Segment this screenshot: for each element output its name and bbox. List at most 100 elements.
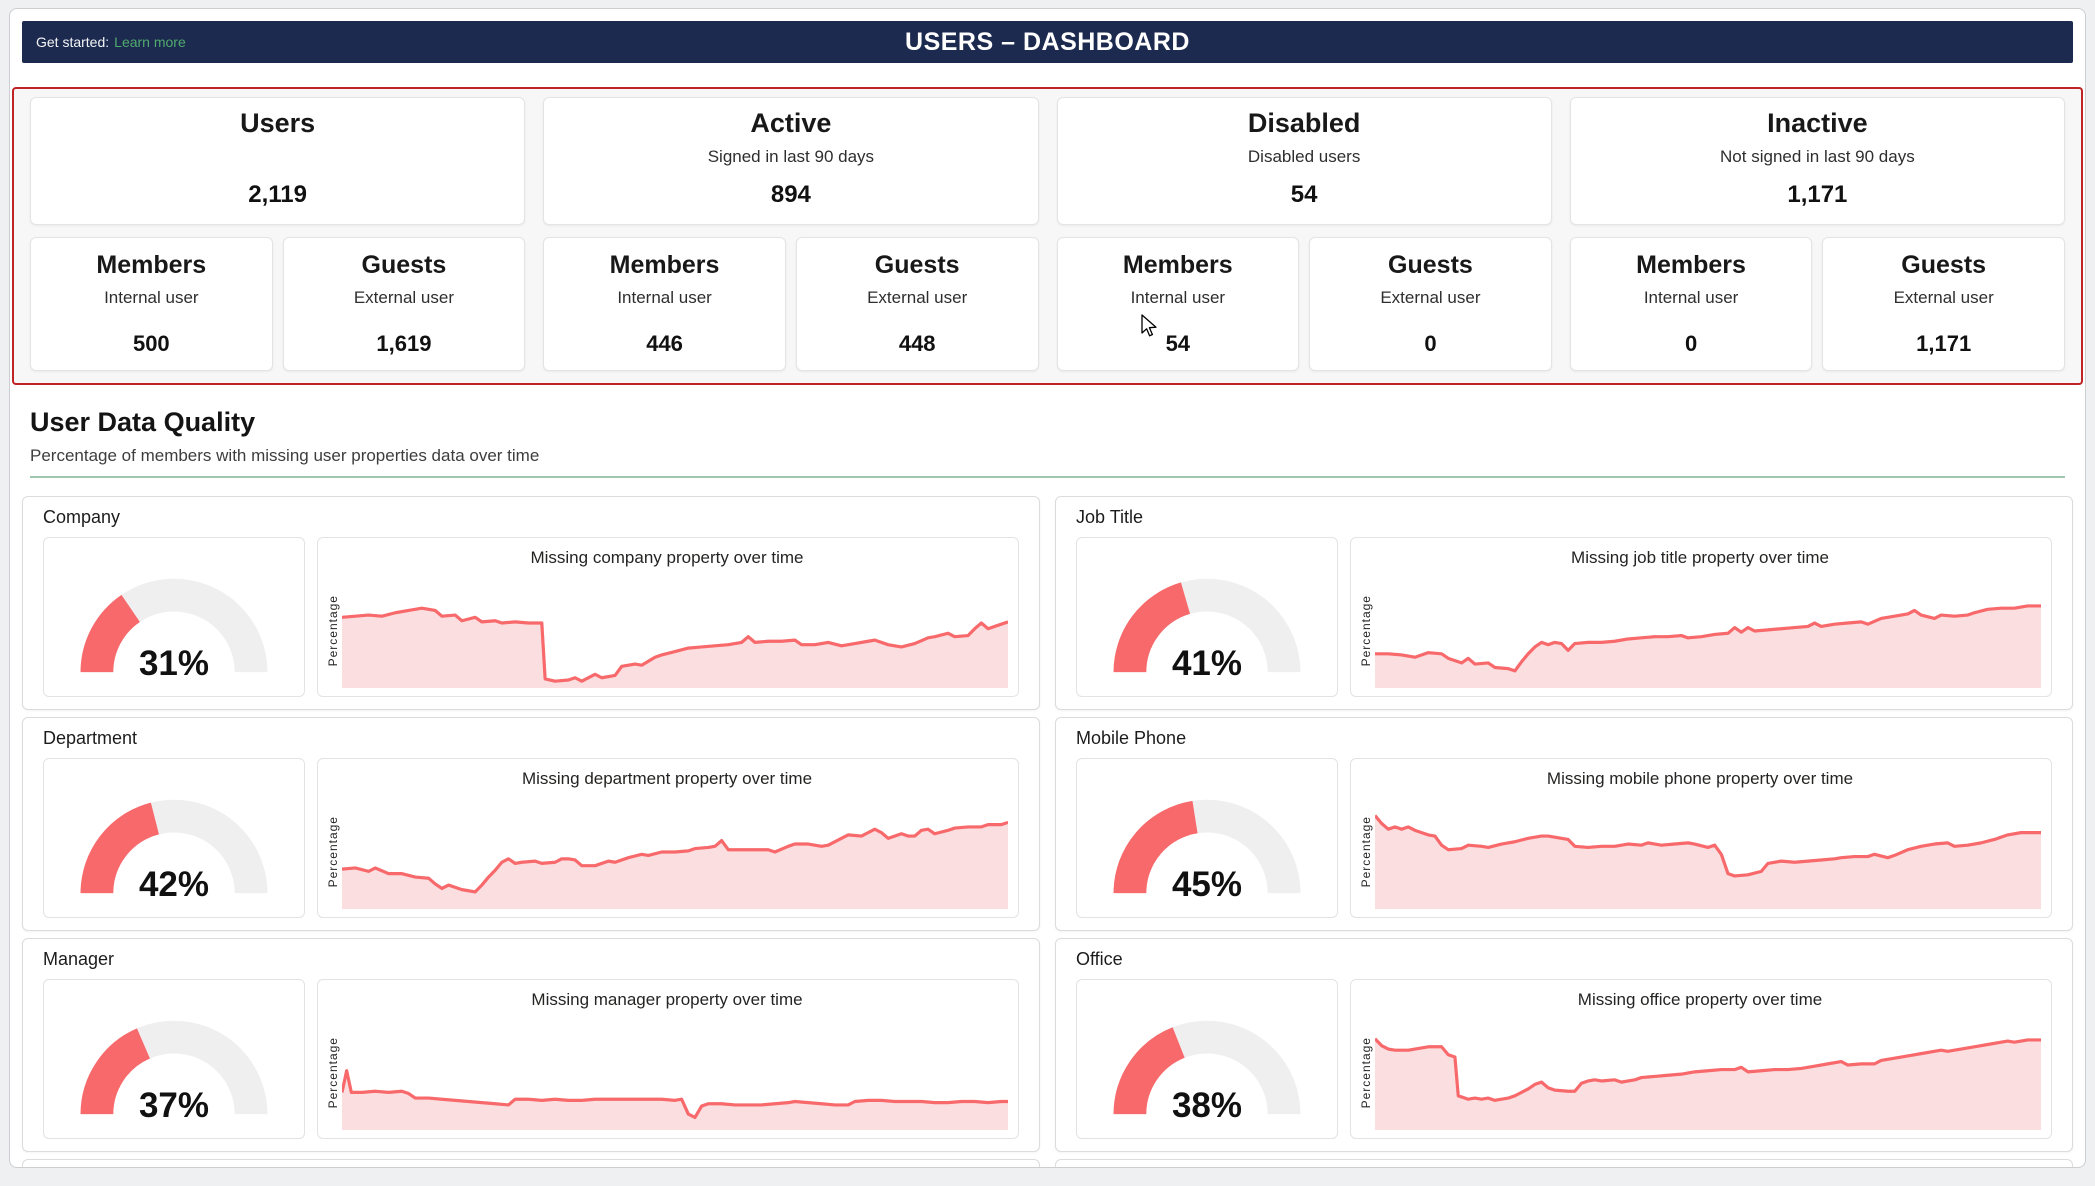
gauge-chart-0[interactable]: 31% [43, 537, 305, 697]
members-value: 500 [132, 331, 170, 356]
learn-more-link[interactable]: Learn more [114, 34, 186, 50]
kpi-group-0: Users 2,119 Members Internal user 500 Gu… [30, 97, 526, 371]
members-title: Members [1122, 251, 1233, 279]
gauge-chart-5[interactable]: 38% [1076, 979, 1338, 1139]
guests-subtitle: External user [353, 288, 455, 307]
get-started-label: Get started: [36, 34, 110, 50]
area-chart-plot [342, 795, 1008, 909]
gauge-svg [1113, 1020, 1301, 1115]
quality-panel-body: 38% Missing office property over time Pe… [1076, 979, 2052, 1139]
quality-panel-5: Office 38% Missing office property over … [1055, 938, 2073, 1152]
quality-panel-title: Mobile Phone [1076, 728, 1187, 748]
members-value: 0 [1684, 331, 1698, 356]
gauge-percent-label: 42% [138, 865, 210, 904]
kpi-card-value: 54 [1290, 181, 1318, 208]
area-chart-1[interactable]: Missing job title property over time Per… [1350, 537, 2052, 697]
area-chart-0[interactable]: Missing company property over time Perce… [317, 537, 1019, 697]
y-axis-label: Percentage [326, 595, 340, 667]
guests-value: 0 [1424, 331, 1437, 356]
area-chart-title: Missing office property over time [1577, 990, 1823, 1009]
kpi-card-1[interactable]: Active Signed in last 90 days 894 [543, 97, 1039, 225]
members-title: Members [1636, 251, 1746, 279]
area-chart-2[interactable]: Missing department property over time Pe… [317, 758, 1019, 918]
quality-panel-title: Manager [43, 949, 115, 969]
guests-title: Guests [1388, 251, 1473, 279]
kpi-group-3: Inactive Not signed in last 90 days 1,17… [1569, 97, 2065, 371]
quality-panel-title: Job Title [1076, 507, 1144, 527]
members-subtitle: Internal user [104, 288, 199, 307]
kpi-grid: Users 2,119 Members Internal user 500 Gu… [30, 97, 2065, 371]
gauge-chart-3[interactable]: 45% [1076, 758, 1338, 918]
members-title: Members [96, 251, 207, 279]
area-chart-body: Percentage [1359, 1016, 2041, 1130]
kpi-members-card-1[interactable]: Members Internal user 446 [543, 237, 786, 371]
quality-panel-4: Manager 37% Missing manager property ove… [22, 938, 1040, 1152]
area-chart-plot [1375, 574, 2041, 688]
gauge-svg [80, 1020, 268, 1115]
quality-panel-body: 42% Missing department property over tim… [43, 758, 1019, 918]
area-chart-5[interactable]: Missing office property over time Percen… [1350, 979, 2052, 1139]
kpi-members-card-3[interactable]: Members Internal user 0 [1569, 237, 1813, 371]
area-chart-4[interactable]: Missing manager property over time Perce… [317, 979, 1019, 1139]
area-chart-plot [1375, 795, 2041, 909]
kpi-members-card-0[interactable]: Members Internal user 500 [30, 237, 273, 371]
kpi-subcards-1: Members Internal user 446 Guests Externa… [543, 237, 1039, 371]
kpi-group-2: Disabled Disabled users 54 Members Inter… [1056, 97, 1552, 371]
kpi-guests-card-1[interactable]: Guests External user 448 [795, 237, 1039, 371]
kpi-guests-card-2[interactable]: Guests External user 0 [1309, 237, 1552, 371]
area-chart-body: Percentage [326, 574, 1008, 688]
kpi-subcards-0: Members Internal user 500 Guests Externa… [30, 237, 526, 371]
quality-panel-1: Job Title 41% Missing job title property… [1055, 496, 2073, 710]
quality-grid: Company 31% Missing company property ove… [22, 496, 2073, 1152]
quality-panel-title: Company [43, 507, 121, 527]
cutoff-panel-right [1055, 1159, 2073, 1167]
quality-panel-body: 31% Missing company property over time P… [43, 537, 1019, 697]
kpi-card-subtitle: Signed in last 90 days [707, 147, 875, 166]
section-divider [30, 476, 2065, 478]
gauge-percent-label: 41% [1171, 644, 1243, 683]
members-subtitle: Internal user [617, 288, 712, 307]
quality-panel-3: Mobile Phone 45% Missing mobile phone pr… [1055, 717, 2073, 931]
area-chart-title: Missing department property over time [521, 769, 813, 788]
kpi-card-value: 894 [770, 181, 811, 208]
quality-panel-body: 45% Missing mobile phone property over t… [1076, 758, 2052, 918]
cutoff-panel-left [22, 1159, 1040, 1167]
area-chart-plot [342, 574, 1008, 688]
kpi-card-title: Disabled [1247, 108, 1361, 138]
kpi-card-3[interactable]: Inactive Not signed in last 90 days 1,17… [1569, 97, 2065, 225]
members-title: Members [609, 251, 720, 279]
area-chart-plot [1375, 1016, 2041, 1130]
y-axis-label: Percentage [1359, 816, 1373, 888]
area-chart-title: Missing mobile phone property over time [1546, 769, 1854, 788]
y-axis-label: Percentage [326, 816, 340, 888]
members-value: 54 [1165, 331, 1191, 356]
area-chart-3[interactable]: Missing mobile phone property over time … [1350, 758, 2052, 918]
kpi-guests-card-0[interactable]: Guests External user 1,619 [282, 237, 526, 371]
guests-subtitle: External user [867, 288, 968, 307]
guests-subtitle: External user [1893, 288, 1994, 307]
page-title: USERS – DASHBOARD [905, 27, 1190, 56]
kpi-card-2[interactable]: Disabled Disabled users 54 [1056, 97, 1552, 225]
kpi-guests-card-3[interactable]: Guests External user 1,171 [1822, 237, 2065, 371]
next-row-cutoff [22, 1159, 2073, 1167]
gauge-chart-2[interactable]: 42% [43, 758, 305, 918]
guests-title: Guests [874, 251, 960, 279]
members-subtitle: Internal user [1643, 288, 1739, 307]
kpi-members-card-2[interactable]: Members Internal user 54 [1056, 237, 1300, 371]
quality-panel-title: Office [1076, 949, 1123, 969]
kpi-card-value: 2,119 [248, 181, 307, 208]
guests-value: 1,619 [376, 331, 432, 356]
section-subtitle: Percentage of members with missing user … [30, 446, 540, 465]
kpi-card-title: Active [750, 108, 832, 138]
kpi-card-0[interactable]: Users 2,119 [30, 97, 526, 225]
section-title: User Data Quality [30, 407, 256, 437]
guests-value: 448 [898, 331, 936, 356]
area-chart-body: Percentage [326, 795, 1008, 909]
guests-subtitle: External user [1380, 288, 1481, 307]
gauge-chart-4[interactable]: 37% [43, 979, 305, 1139]
quality-panel-title: Department [43, 728, 138, 748]
top-banner: Get started: Learn more USERS – DASHBOARD [22, 21, 2073, 63]
guests-value: 1,171 [1916, 331, 1972, 356]
kpi-card-title: Inactive [1767, 108, 1868, 138]
gauge-chart-1[interactable]: 41% [1076, 537, 1338, 697]
